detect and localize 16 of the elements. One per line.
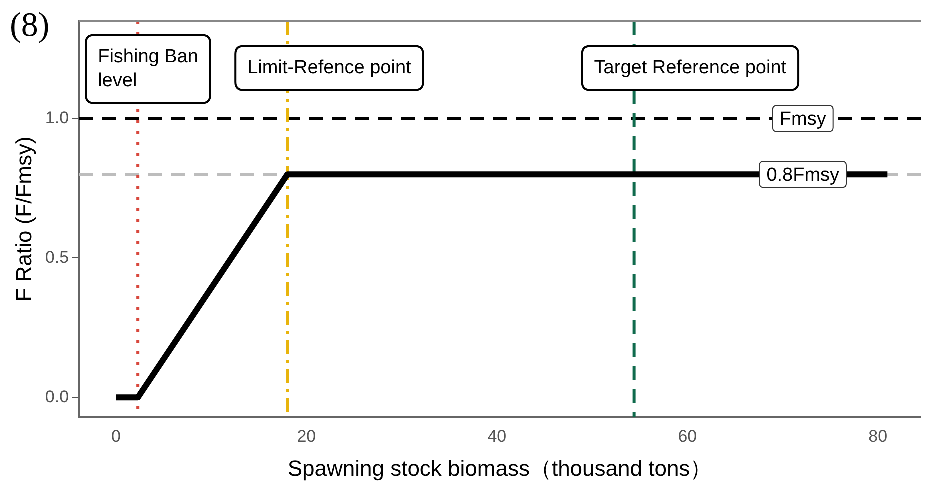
x-tick-label: 60 [678, 427, 698, 446]
ref-line-label: Fishing Ban level [98, 46, 198, 92]
ref-line-label: Target Reference point [594, 57, 788, 78]
y-axis-title: F Ratio (F/Fmsy) [11, 136, 36, 302]
y-tick-label: 1.0 [45, 108, 70, 128]
ref-line-label: 0.8Fmsy [766, 164, 840, 186]
chart-title: (8) [10, 6, 50, 44]
ref-line-label: Limit-Refence point [248, 57, 412, 78]
x-tick-label: 20 [297, 427, 316, 446]
ref-line-label: Fmsy [780, 109, 827, 130]
x-tick-label: 40 [488, 427, 507, 446]
y-tick-label: 0.5 [45, 248, 70, 267]
x-tick-label: 0 [111, 427, 121, 446]
x-axis-title: Spawning stock biomass（thousand tons） [288, 456, 712, 481]
x-tick-label: 80 [868, 427, 888, 446]
y-tick-label: 0.0 [45, 387, 70, 406]
